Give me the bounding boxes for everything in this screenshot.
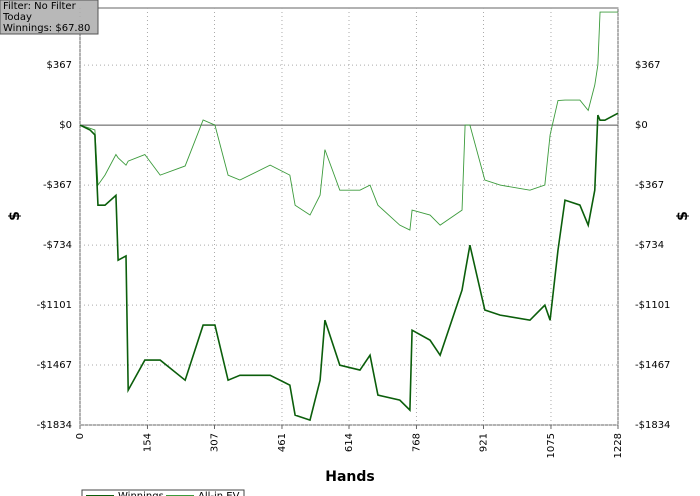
x-tick-label: 154 [142, 433, 153, 452]
y-tick-label: -$734 [43, 240, 72, 251]
info-line: Winnings: $67.80 [3, 23, 90, 34]
x-tick-label: 1228 [613, 433, 624, 458]
x-tick-label: 921 [479, 433, 490, 452]
x-tick-label: 307 [210, 433, 221, 452]
info-box [0, 0, 99, 35]
x-tick-label: 0 [75, 433, 86, 439]
y-tick-label: -$367 [43, 180, 72, 191]
info-line: Today [2, 12, 32, 23]
y-tick-label: $0 [59, 120, 72, 131]
y2-axis-label: $ [675, 211, 691, 221]
x-tick-label: 1075 [546, 433, 557, 458]
legend [81, 489, 245, 496]
y-tick-label: $367 [47, 60, 72, 71]
y2-tick-label: $0 [635, 120, 648, 131]
x-axis-label: Hands [325, 469, 375, 485]
x-tick-label: 768 [411, 433, 422, 452]
x-tick-label: 461 [277, 433, 288, 452]
y2-tick-label: -$1467 [635, 360, 670, 371]
y2-tick-label: -$367 [635, 180, 664, 191]
y2-tick-label: -$734 [635, 240, 664, 251]
y2-tick-label: $367 [635, 60, 660, 71]
info-line: Filter: No Filter [3, 1, 77, 12]
y-tick-label: -$1834 [37, 420, 72, 431]
y-axis-label: $ [7, 211, 23, 221]
line-series [79, 11, 618, 231]
line-series [79, 112, 619, 422]
legend-label: Winnings [118, 491, 164, 496]
y-tick-label: -$1101 [37, 300, 72, 311]
x-tick-label: 614 [344, 433, 355, 452]
y-tick-label: -$1467 [37, 360, 72, 371]
y2-tick-label: -$1101 [635, 300, 670, 311]
legend-label: All-in EV [198, 491, 240, 496]
y2-tick-label: -$1834 [635, 420, 670, 431]
